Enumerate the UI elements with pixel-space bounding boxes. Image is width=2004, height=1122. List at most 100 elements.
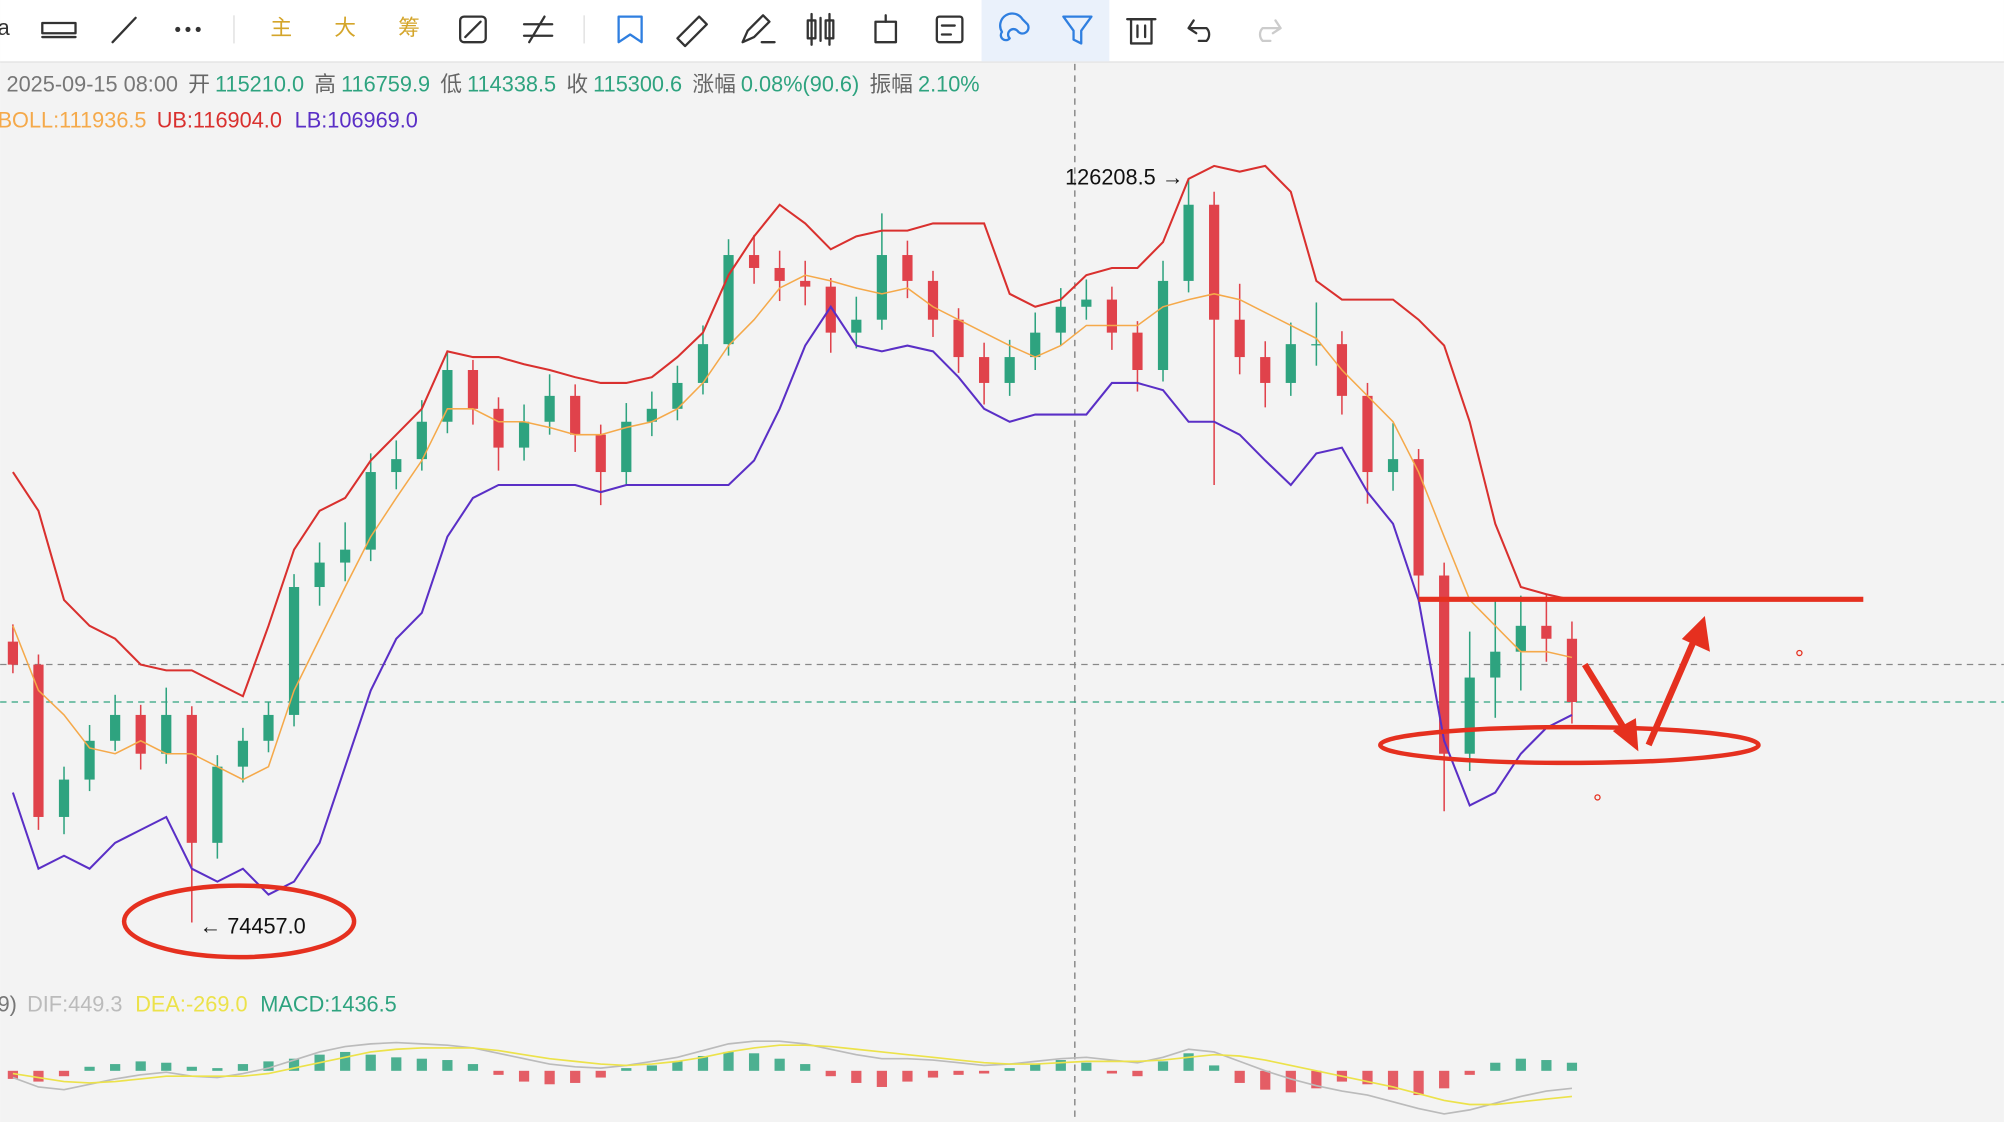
macd-bar: [1055, 1060, 1066, 1071]
ub-line: [12, 164, 1573, 698]
macd-bar: [237, 1064, 249, 1071]
tool-icon[interactable]: [175, 26, 201, 32]
macd-bar: [1157, 1061, 1169, 1071]
candle-body: [7, 641, 19, 665]
macd-legend: 9) DIF:449.3 DEA:-269.0 MACD:1436.5: [0, 991, 397, 1016]
candle-body: [1515, 625, 1526, 652]
macd-bar: [365, 1054, 376, 1071]
tool-tab[interactable]: 筹: [398, 15, 420, 40]
macd-bar: [493, 1070, 504, 1075]
macd-bar: [1106, 1070, 1118, 1074]
candle-body: [697, 344, 709, 383]
macd-bar: [7, 1070, 19, 1079]
macd-bar: [927, 1070, 939, 1078]
macd-bar: [1209, 1065, 1220, 1071]
candle-body: [237, 740, 249, 767]
macd-bar: [646, 1065, 657, 1071]
candle-body: [518, 421, 530, 448]
candle-body: [212, 766, 223, 843]
macd-bar: [1387, 1070, 1399, 1090]
macd-bar: [774, 1058, 785, 1071]
candle-body: [774, 267, 785, 281]
tool-icon[interactable]: [1062, 15, 1093, 45]
tool-icon[interactable]: [1126, 18, 1157, 45]
candle-body: [391, 459, 402, 473]
header-value: 114338.5: [467, 71, 556, 96]
tool-icon[interactable]: [41, 21, 77, 39]
macd-bar: [1030, 1064, 1041, 1071]
candle-body: [58, 779, 70, 817]
toolbar-cut-text: a: [0, 15, 11, 40]
candle-body: [1157, 280, 1169, 371]
macd-bar: [340, 1051, 351, 1071]
boll-legend: BOLL:111936.5 UB:116904.0 LB:106969.0: [0, 107, 418, 132]
tool-icon[interactable]: [617, 15, 643, 44]
tool-icon[interactable]: [874, 14, 898, 44]
candle-body: [110, 714, 121, 741]
candle-body: [33, 664, 44, 817]
candle-body: [800, 280, 811, 287]
header-label: 收: [566, 71, 588, 96]
candle-body: [1030, 332, 1041, 358]
candle-body: [927, 280, 939, 320]
candle-body: [1132, 332, 1143, 371]
header-label: 涨幅: [692, 71, 735, 96]
macd-label: MACD:1436.5: [260, 991, 396, 1016]
tool-icon[interactable]: [459, 15, 487, 44]
candle-body: [135, 714, 146, 754]
candle-body: [1285, 344, 1296, 383]
tool-tab[interactable]: 大: [334, 15, 356, 40]
drawn-arrow: [1645, 637, 1698, 747]
header-date: 2025-09-15 08:00: [7, 71, 178, 96]
candle-body: [1183, 204, 1194, 281]
tool-icon[interactable]: [522, 15, 554, 44]
candle-body: [340, 549, 351, 563]
header-label: 高: [314, 71, 336, 96]
candle-body: [288, 587, 300, 715]
header-value: 115210.0: [215, 71, 304, 96]
header-value: 115300.6: [593, 71, 682, 96]
toolbar: a 主 大 筹: [0, 0, 2004, 63]
dea-label: DEA:-269.0: [135, 991, 247, 1016]
lb-label: LB:106969.0: [295, 107, 418, 132]
macd-prefix: 9): [0, 991, 17, 1016]
arrow-head: [1612, 718, 1639, 752]
macd-bar: [467, 1064, 479, 1071]
candle-body: [544, 395, 555, 422]
macd-bar: [953, 1070, 964, 1075]
candle-body: [876, 255, 887, 320]
active-tool-bg: [981, 0, 1110, 62]
tool-tab[interactable]: 主: [270, 15, 292, 40]
macd-bar: [212, 1068, 223, 1071]
tool-icon[interactable]: [111, 16, 137, 44]
lb-line: [11, 304, 1573, 896]
macd-bar: [186, 1066, 197, 1071]
candle-body: [1209, 204, 1220, 320]
candle-body: [1081, 299, 1092, 307]
tool-icon[interactable]: [806, 12, 835, 46]
candle-body: [672, 382, 683, 409]
macd-bar: [978, 1070, 990, 1074]
dea-line: [12, 1044, 1573, 1106]
candle-body: [263, 714, 274, 741]
macd-bar: [544, 1070, 555, 1085]
macd-bar: [621, 1068, 632, 1071]
candle-body: [621, 421, 632, 473]
tool-icon[interactable]: [999, 12, 1030, 42]
tool-icon[interactable]: [676, 15, 708, 48]
tool-icon[interactable]: [1187, 19, 1211, 43]
macd-bar: [1566, 1062, 1578, 1071]
tool-icon[interactable]: [741, 14, 776, 44]
tool-icon[interactable]: [935, 15, 964, 44]
boll-line: [12, 274, 1573, 781]
drawn-arrow: [1582, 662, 1629, 733]
tool-icon[interactable]: [1258, 19, 1282, 43]
header-value: 116759.9: [341, 71, 430, 96]
macd-bar: [1541, 1060, 1552, 1071]
candle-body: [902, 255, 913, 281]
header-label: 低: [440, 71, 462, 96]
macd-bar: [1413, 1070, 1424, 1096]
macd-bar: [442, 1060, 453, 1071]
